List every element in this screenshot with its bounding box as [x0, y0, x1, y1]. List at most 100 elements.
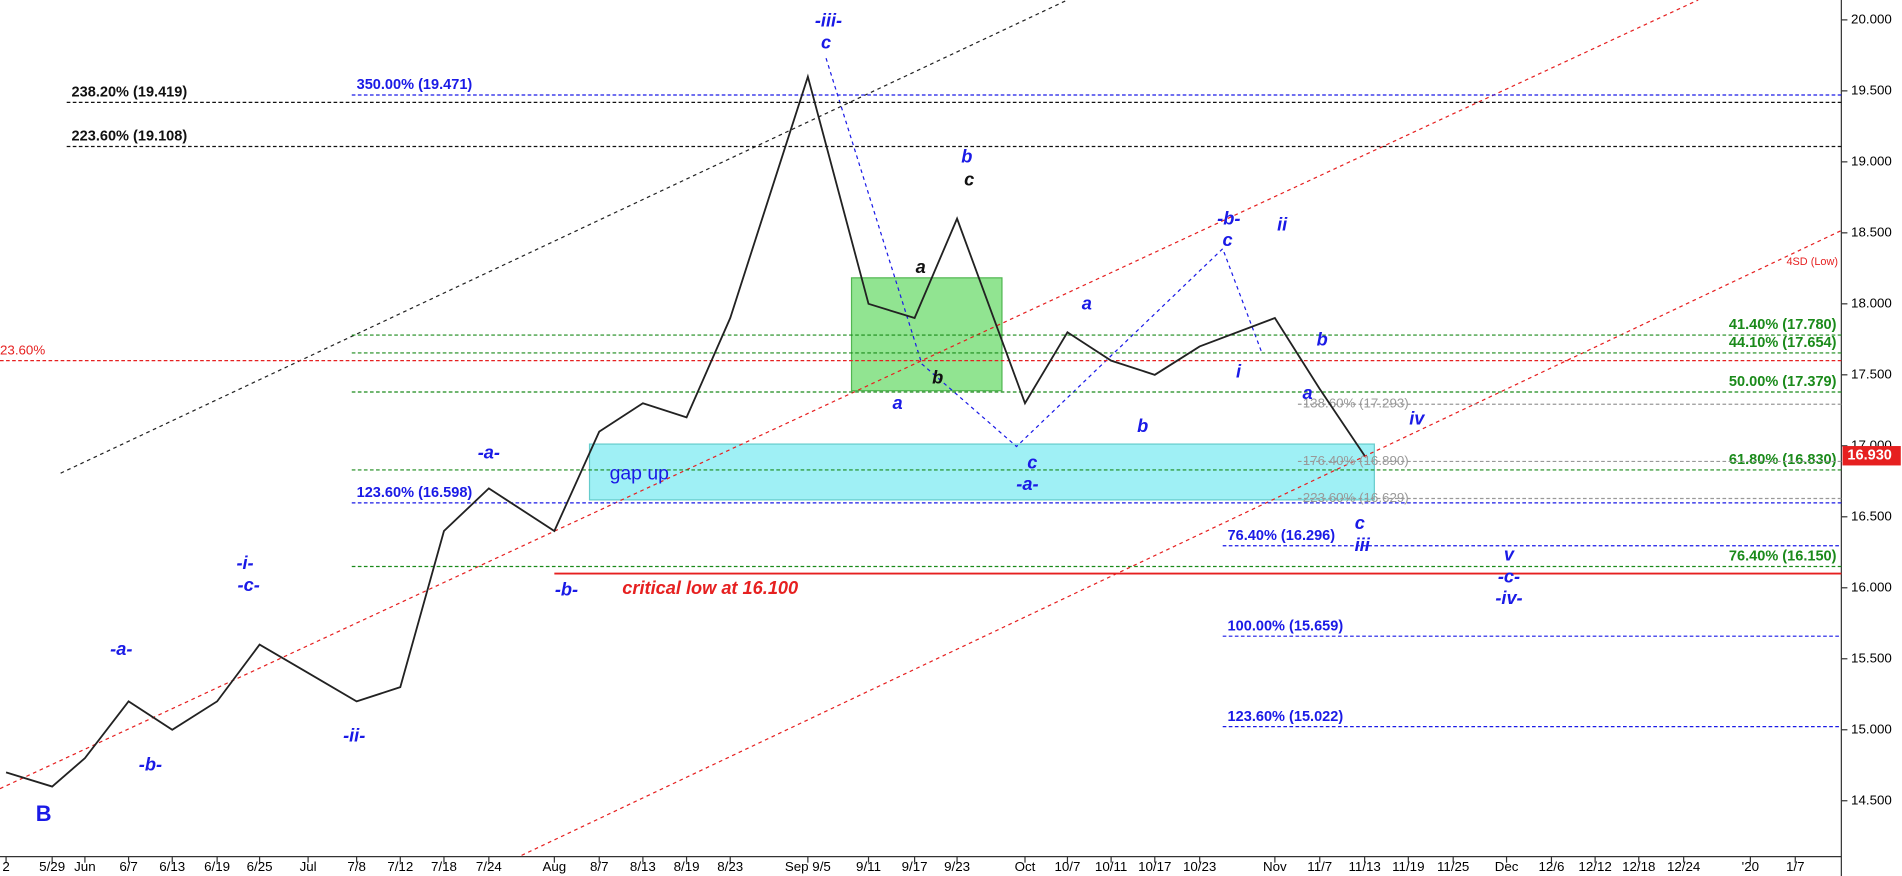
level-label: 44.10% (17.654) — [1729, 335, 1837, 351]
x-tick-label: 12/18 — [1622, 859, 1655, 874]
wave-label: iii — [1355, 535, 1371, 555]
x-tick-label: 6/7 — [119, 859, 138, 874]
level-label: critical low at 16.100 — [622, 578, 798, 598]
wave-label: -b- — [139, 754, 162, 774]
gap-zone — [588, 443, 1375, 501]
y-tick-label: 15.500 — [1851, 650, 1892, 665]
wave-label: gap up — [610, 463, 669, 485]
wave-label: -b- — [1217, 208, 1240, 228]
level-label: 138.60% (17.293) — [1303, 396, 1409, 411]
wave-label: a — [1303, 383, 1313, 403]
x-tick-label: 12/6 — [1538, 859, 1564, 874]
x-tick-label: Sep 9/5 — [785, 859, 831, 874]
y-tick-label: 16.000 — [1851, 579, 1892, 594]
x-tick-label: 6/13 — [159, 859, 185, 874]
wave-label: -a- — [110, 639, 132, 659]
wave-label: -ii- — [343, 725, 365, 745]
wave-label: iv — [1409, 409, 1425, 429]
level-label: 61.80% (16.830) — [1729, 452, 1837, 468]
wave-label: i — [1236, 361, 1242, 381]
x-tick-label: Dec — [1495, 859, 1519, 874]
x-tick-label: 7/24 — [476, 859, 503, 874]
wave-path — [825, 58, 1263, 448]
x-tick-label: 12/12 — [1578, 859, 1611, 874]
channel-line — [0, 0, 1699, 790]
y-tick-label: 14.500 — [1851, 792, 1892, 807]
x-tick-label: 10/17 — [1138, 859, 1171, 874]
level-label: 123.60% (15.022) — [1228, 709, 1344, 725]
x-tick-label: 11/19 — [1392, 859, 1424, 874]
x-tick-label: '20 — [1742, 859, 1759, 874]
channel-line — [521, 229, 1842, 856]
channel-line — [60, 0, 1068, 474]
x-tick-label: 1/7 — [1786, 859, 1805, 874]
last-price-label: 16.930 — [1847, 448, 1891, 464]
x-tick-label: 6/19 — [204, 859, 230, 874]
wave-label: c — [821, 32, 831, 52]
level-label: 123.60% (16.598) — [357, 485, 473, 501]
range-zone — [850, 277, 1003, 392]
x-tick-label: 7/8 — [347, 859, 366, 874]
x-tick-label: 10/23 — [1183, 859, 1216, 874]
x-tick-label: Nov — [1263, 859, 1287, 874]
y-tick-label: 19.500 — [1851, 82, 1892, 97]
wave-label: a — [893, 393, 903, 413]
wave-label: -iv- — [1495, 588, 1522, 608]
wave-label: ii — [1277, 214, 1288, 234]
y-tick-label: 17.500 — [1851, 366, 1892, 381]
wave-label: b — [1137, 416, 1148, 436]
x-tick-label: 2 — [2, 859, 9, 874]
x-tick-label: 9/17 — [902, 859, 928, 874]
level-label: 76.40% (16.150) — [1729, 549, 1837, 565]
x-tick-label: Oct — [1015, 859, 1036, 874]
x-tick-label: 6/25 — [247, 859, 273, 874]
x-tick-label: 10/7 — [1054, 859, 1080, 874]
x-tick-label: 11/13 — [1348, 859, 1380, 874]
wave-label: v — [1504, 545, 1515, 565]
level-label: 100.00% (15.659) — [1228, 618, 1344, 634]
x-tick-label: 7/18 — [431, 859, 457, 874]
y-tick-label: 18.500 — [1851, 224, 1892, 239]
wave-label: -i- — [236, 553, 253, 573]
x-tick-label: 9/23 — [944, 859, 970, 874]
x-tick-label: Aug — [542, 859, 566, 874]
x-tick-label: 5/29 — [39, 859, 65, 874]
x-tick-label: 8/19 — [674, 859, 700, 874]
y-tick-label: 18.000 — [1851, 295, 1892, 310]
x-tick-label: 10/11 — [1095, 859, 1127, 874]
y-tick-label: 15.000 — [1851, 721, 1892, 736]
wave-label: -a- — [1016, 474, 1038, 494]
wave-label: c — [1355, 513, 1365, 533]
x-tick-label: 8/13 — [630, 859, 656, 874]
level-label: 350.00% (19.471) — [357, 77, 473, 93]
y-tick-label: 19.000 — [1851, 153, 1892, 168]
x-tick-label: 8/7 — [590, 859, 609, 874]
wave-label: b — [932, 367, 943, 387]
x-tick-label: 11/25 — [1437, 859, 1469, 874]
wave-label: B — [36, 801, 52, 826]
wave-label: -b- — [555, 580, 578, 600]
wave-label: b — [1317, 330, 1328, 350]
x-tick-label: 11/7 — [1307, 859, 1332, 874]
level-label: 76.40% (16.296) — [1228, 528, 1336, 544]
level-label: 223.60% (16.629) — [1303, 490, 1409, 505]
level-label: 223.60% (19.108) — [72, 129, 188, 145]
last-price-box — [1842, 446, 1901, 466]
wave-label: a — [1082, 293, 1092, 313]
level-label: 176.40% (16.890) — [1303, 453, 1409, 468]
wave-label: a — [916, 257, 926, 277]
wave-label: c — [1223, 230, 1233, 250]
wave-label: b — [961, 147, 972, 167]
x-tick-label: 8/23 — [717, 859, 743, 874]
x-tick-label: Jul — [300, 859, 317, 874]
wave-label: 4SD (Low) — [1786, 256, 1838, 268]
level-label: 50.00% (17.379) — [1729, 374, 1837, 390]
wave-label: -a- — [478, 443, 500, 463]
y-tick-label: 20.000 — [1851, 11, 1892, 26]
wave-label: -c- — [238, 575, 260, 595]
price-line — [5, 73, 1366, 788]
x-tick-label: Jun — [74, 859, 95, 874]
level-label: 238.20% (19.419) — [72, 85, 188, 101]
